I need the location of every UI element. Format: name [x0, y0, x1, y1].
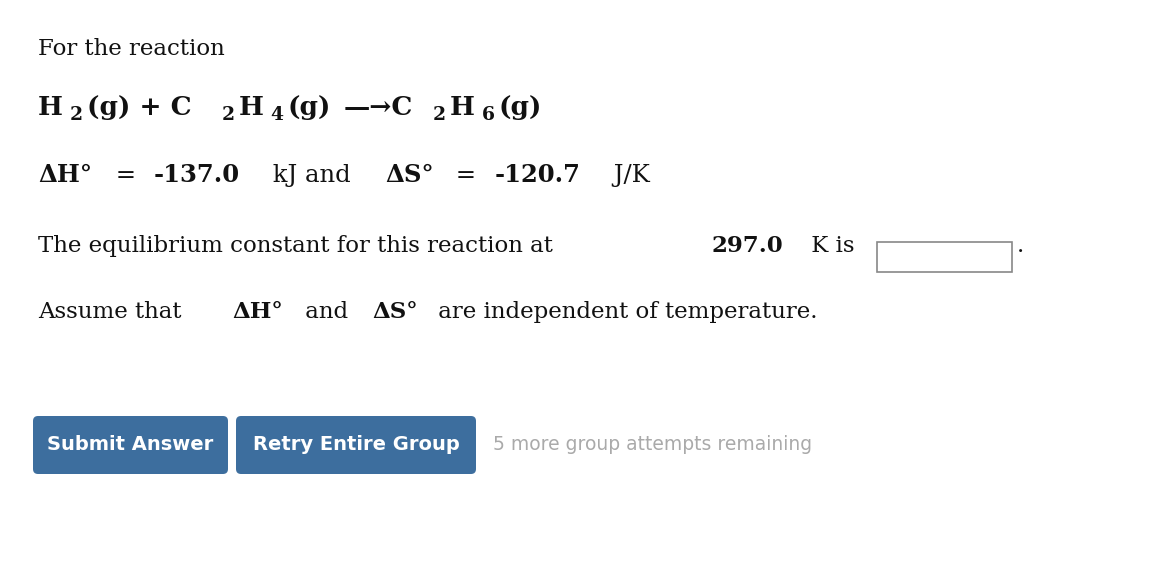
Text: (g) + C: (g) + C	[86, 95, 192, 120]
Text: ΔH°: ΔH°	[232, 301, 284, 323]
Text: ΔS°: ΔS°	[385, 163, 434, 187]
Text: H: H	[238, 95, 264, 120]
Text: -120.7: -120.7	[494, 163, 580, 187]
Text: =: =	[107, 164, 144, 187]
Text: Assume that: Assume that	[39, 301, 189, 323]
Text: For the reaction: For the reaction	[39, 38, 224, 60]
FancyBboxPatch shape	[877, 242, 1013, 272]
FancyBboxPatch shape	[33, 416, 228, 474]
Text: H: H	[450, 95, 474, 120]
Text: kJ and: kJ and	[265, 164, 359, 187]
Text: 6: 6	[482, 106, 495, 124]
Text: 2: 2	[433, 106, 446, 124]
Text: H: H	[39, 95, 63, 120]
Text: Submit Answer: Submit Answer	[48, 435, 214, 455]
Text: —→C: —→C	[343, 95, 412, 120]
Text: and: and	[298, 301, 355, 323]
Text: Retry Entire Group: Retry Entire Group	[252, 435, 459, 455]
Text: The equilibrium constant for this reaction at: The equilibrium constant for this reacti…	[39, 235, 561, 257]
Text: (g): (g)	[499, 95, 542, 120]
Text: K is: K is	[805, 235, 855, 257]
Text: 297.0: 297.0	[711, 235, 784, 257]
Text: J/K: J/K	[605, 164, 649, 187]
Text: 2: 2	[222, 106, 235, 124]
FancyBboxPatch shape	[236, 416, 477, 474]
Text: 2: 2	[70, 106, 83, 124]
Text: ΔH°: ΔH°	[39, 163, 92, 187]
Text: (g): (g)	[287, 95, 331, 120]
Text: 4: 4	[271, 106, 284, 124]
Text: .: .	[1016, 235, 1023, 257]
Text: ΔS°: ΔS°	[373, 301, 418, 323]
Text: =: =	[449, 164, 485, 187]
Text: 5 more group attempts remaining: 5 more group attempts remaining	[493, 435, 812, 455]
Text: -137.0: -137.0	[154, 163, 241, 187]
Text: are independent of temperature.: are independent of temperature.	[431, 301, 818, 323]
